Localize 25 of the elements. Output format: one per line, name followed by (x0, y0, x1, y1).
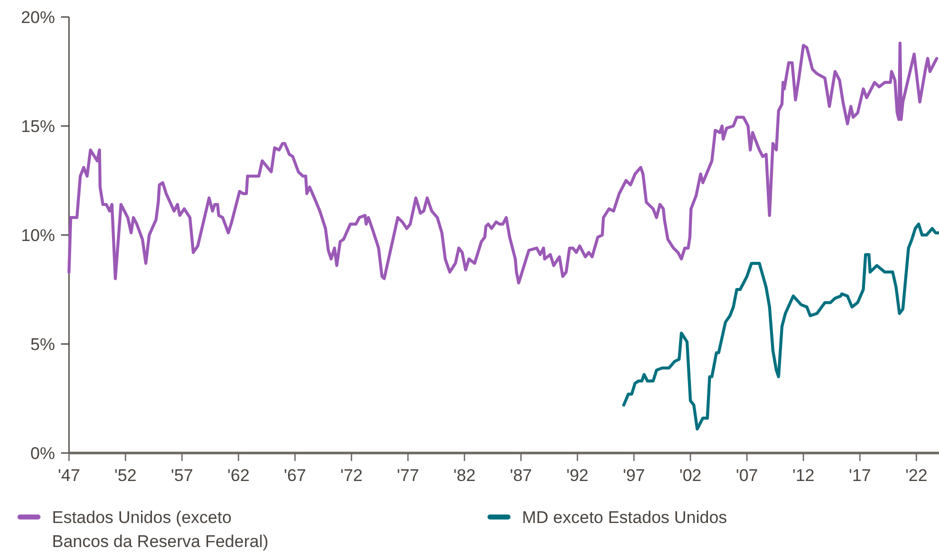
legend-label: Estados Unidos (exceto Bancos da Reserva Federal) (52, 508, 268, 551)
x-tick-label: '02 (679, 466, 702, 485)
y-tick-label: 15% (20, 116, 55, 136)
x-tick-label: '57 (170, 466, 194, 485)
x-tick-label: '22 (905, 466, 928, 485)
x-tick-label: '92 (566, 466, 589, 485)
line-series (68, 42, 938, 284)
line-series (622, 222, 939, 431)
x-tick-label: '12 (792, 466, 814, 485)
legend-label: MD exceto Estados Unidos (522, 508, 728, 527)
x-tick-label: '77 (396, 466, 420, 485)
x-tick-label: '62 (227, 466, 250, 485)
x-tick-label: '67 (284, 466, 306, 485)
y-tick-label: 0% (30, 444, 55, 463)
x-tick-label: '97 (622, 466, 646, 485)
x-tick-label: '87 (510, 466, 532, 485)
y-tick-label: 20% (20, 8, 55, 27)
x-tick-label: '82 (453, 466, 476, 485)
y-tick-label: 5% (30, 334, 55, 354)
y-tick-label: 10% (20, 226, 55, 245)
x-tick-label: '72 (340, 466, 363, 485)
x-tick-label: '47 (58, 466, 80, 485)
x-tick-label: '07 (736, 466, 758, 485)
x-tick-label: '17 (848, 466, 871, 485)
x-tick-label: '52 (114, 466, 137, 485)
